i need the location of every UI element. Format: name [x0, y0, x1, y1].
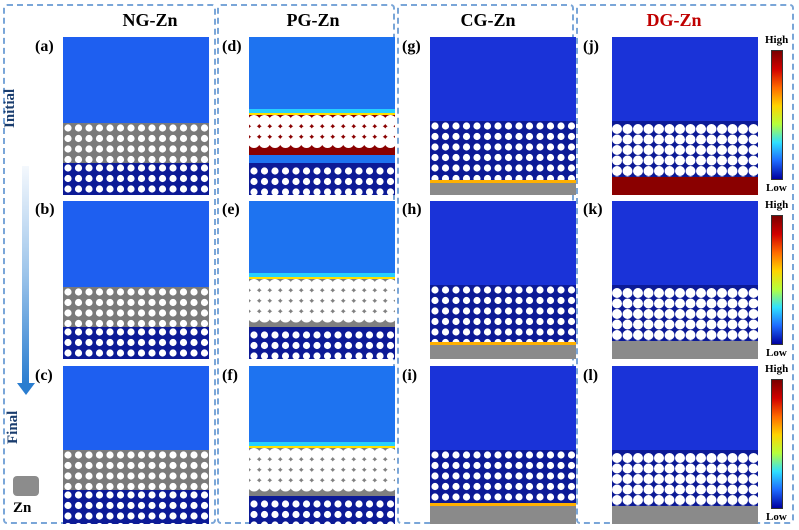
simulation-field: [63, 366, 209, 524]
panel-h: [430, 201, 576, 359]
panel-label-h: (h): [402, 201, 422, 218]
panel-g: [430, 37, 576, 195]
colorbar-1: [771, 50, 783, 180]
colorbar-3: [771, 379, 783, 509]
panel-label-f: (f): [222, 367, 238, 384]
panel-label-c: (c): [35, 367, 53, 384]
simulation-field: [612, 201, 758, 359]
column-title-dg: DG-Zn: [646, 10, 702, 30]
time-arrow: [22, 166, 29, 384]
panel-d: [249, 37, 395, 195]
time-arrow-head: [17, 383, 35, 395]
simulation-field: [430, 366, 576, 524]
colorbar-high-label-3: High: [765, 363, 789, 375]
panel-i: [430, 366, 576, 524]
colorbar-high-label-2: High: [765, 199, 789, 211]
colorbar-low-label-2: Low: [766, 347, 787, 359]
panel-j: [612, 37, 758, 195]
simulation-field: [430, 37, 576, 195]
simulation-field: [249, 201, 395, 359]
panel-label-g: (g): [402, 38, 421, 55]
panel-b: [63, 201, 209, 359]
colorbar-low-label-1: Low: [766, 182, 787, 194]
column-title-pg: PG-Zn: [286, 10, 340, 30]
panel-e: [249, 201, 395, 359]
simulation-field: [430, 201, 576, 359]
panel-l: [612, 366, 758, 524]
zn-legend-label: Zn: [13, 500, 32, 516]
panel-f: [249, 366, 395, 524]
panel-label-b: (b): [35, 201, 55, 218]
simulation-field: [249, 37, 395, 195]
panel-a: [63, 37, 209, 195]
panel-label-d: (d): [222, 38, 242, 55]
column-title-cg: CG-Zn: [460, 10, 516, 30]
panel-label-i: (i): [402, 367, 418, 384]
panel-label-a: (a): [35, 38, 54, 55]
final-label: Final: [5, 410, 21, 444]
zn-legend-swatch: [13, 476, 39, 496]
panel-label-l: (l): [583, 367, 599, 384]
simulation-field: [612, 366, 758, 524]
column-title-ng: NG-Zn: [122, 10, 178, 30]
panel-k: [612, 201, 758, 359]
initial-label: Initial: [2, 88, 18, 128]
simulation-field: [63, 37, 209, 195]
panel-c: [63, 366, 209, 524]
colorbar-2: [771, 215, 783, 345]
simulation-field: [63, 201, 209, 359]
simulation-field: [249, 366, 395, 524]
simulation-field: [612, 37, 758, 195]
panel-label-k: (k): [583, 201, 603, 218]
panel-label-e: (e): [222, 201, 240, 218]
panel-label-j: (j): [583, 38, 599, 55]
colorbar-low-label-3: Low: [766, 511, 787, 523]
colorbar-high-label-1: High: [765, 34, 789, 46]
